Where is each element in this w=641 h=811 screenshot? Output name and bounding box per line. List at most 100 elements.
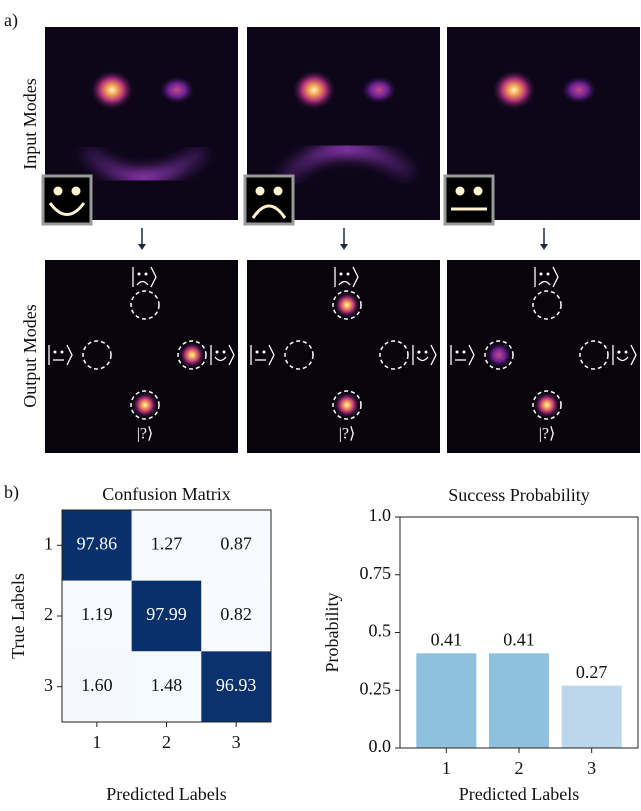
ket-eye — [339, 272, 343, 276]
ket-mouth — [338, 280, 351, 286]
arrow-head — [138, 244, 146, 250]
face-mouth — [48, 202, 86, 216]
detector-region — [332, 290, 362, 320]
x-tick-label: 1 — [92, 732, 101, 752]
y-tick-label: 0.75 — [360, 563, 392, 583]
y-axis-label: Probability — [322, 593, 342, 673]
panel-label: a) — [4, 10, 18, 31]
x-axis-label: Predicted Labels — [459, 784, 579, 804]
output-spot — [334, 392, 360, 418]
y-tick-label: 1.0 — [369, 505, 392, 525]
unknown-ket: |?⟩ — [137, 426, 154, 443]
ket-eye — [137, 272, 141, 276]
output-spot — [534, 392, 560, 418]
panel-label: b) — [4, 482, 19, 503]
bar — [561, 685, 622, 748]
output-mode-image — [45, 260, 238, 453]
mouth-band — [79, 143, 211, 186]
output-spot — [179, 342, 205, 368]
ket-eye — [417, 350, 421, 354]
x-axis-label: Predicted Labels — [106, 784, 226, 804]
detector-region — [532, 290, 562, 320]
heatmap-cell — [201, 510, 271, 581]
face-ket — [534, 266, 559, 288]
ket-eye — [53, 350, 57, 354]
face-eye — [473, 186, 483, 196]
ket-angle — [352, 266, 359, 288]
cell-label: 1.27 — [151, 533, 183, 553]
detector-region — [130, 290, 160, 320]
ket-eye — [255, 350, 259, 354]
spot — [561, 76, 597, 104]
bar — [489, 653, 549, 748]
face-icon — [443, 174, 495, 226]
ket-mouth — [538, 280, 551, 286]
x-tick-label: 1 — [442, 758, 451, 778]
heatmap-cell — [62, 580, 132, 652]
cell-label: 0.82 — [220, 604, 252, 624]
output-mode-image — [447, 260, 640, 453]
heatmap-cell — [201, 651, 271, 722]
heatmap-cell — [62, 510, 132, 581]
ket-eye — [455, 350, 459, 354]
y-tick-label: 0.0 — [369, 736, 392, 756]
y-tick-label: 0.5 — [369, 621, 392, 641]
ket-eye — [624, 350, 628, 354]
detector-region — [130, 390, 160, 420]
plot-frame — [399, 516, 639, 749]
ket-angle — [66, 344, 73, 366]
cell-label: 97.99 — [146, 604, 187, 624]
ket-mouth — [214, 356, 227, 362]
ket-angle — [268, 344, 275, 366]
y-tick-label: 3 — [44, 675, 53, 695]
detector-region — [579, 340, 609, 370]
cell-label: 1.48 — [151, 675, 183, 695]
ket-angle — [228, 344, 235, 366]
detector-region — [484, 340, 514, 370]
value-label: 0.41 — [503, 629, 535, 649]
ket-eye — [539, 272, 543, 276]
value-label: 0.41 — [431, 629, 463, 649]
chart-title: Confusion Matrix — [102, 484, 231, 504]
heatmap-cell — [131, 580, 202, 652]
row-label: Input Modes — [20, 78, 40, 170]
face-ket — [450, 344, 475, 366]
ket-angle — [150, 266, 157, 288]
ket-angle — [468, 344, 475, 366]
ket-angle — [430, 344, 437, 366]
spot — [292, 70, 336, 110]
y-tick-label: 2 — [44, 604, 53, 624]
x-tick-label: 2 — [162, 732, 171, 752]
heatmap-cell — [131, 651, 202, 722]
output-spot — [334, 292, 360, 318]
ket-eye — [215, 350, 219, 354]
face-eye — [273, 186, 283, 196]
ket-eye — [222, 350, 226, 354]
ket-eye — [462, 350, 466, 354]
ket-angle — [552, 266, 559, 288]
detector-region — [532, 390, 562, 420]
ket-eye — [346, 272, 350, 276]
heatmap-cell — [201, 580, 271, 652]
cell-label: 96.93 — [216, 675, 257, 695]
ket-eye — [262, 350, 266, 354]
bar — [416, 653, 477, 748]
face-ket — [48, 344, 73, 366]
ket-mouth — [416, 356, 429, 362]
face-ket — [210, 344, 235, 366]
ket-eye — [424, 350, 428, 354]
spot — [90, 70, 134, 110]
face-eye — [255, 186, 265, 196]
x-tick-label: 2 — [515, 758, 524, 778]
ket-angle — [630, 344, 637, 366]
ket-mouth — [616, 356, 629, 362]
detector-region — [177, 340, 207, 370]
ket-eye — [144, 272, 148, 276]
chart-title: Success Probability — [448, 485, 590, 505]
detector-region — [82, 340, 112, 370]
heatmap-cell — [131, 510, 202, 581]
spot — [159, 76, 195, 104]
arrow-head — [340, 244, 348, 250]
cell-label: 0.87 — [220, 533, 252, 553]
